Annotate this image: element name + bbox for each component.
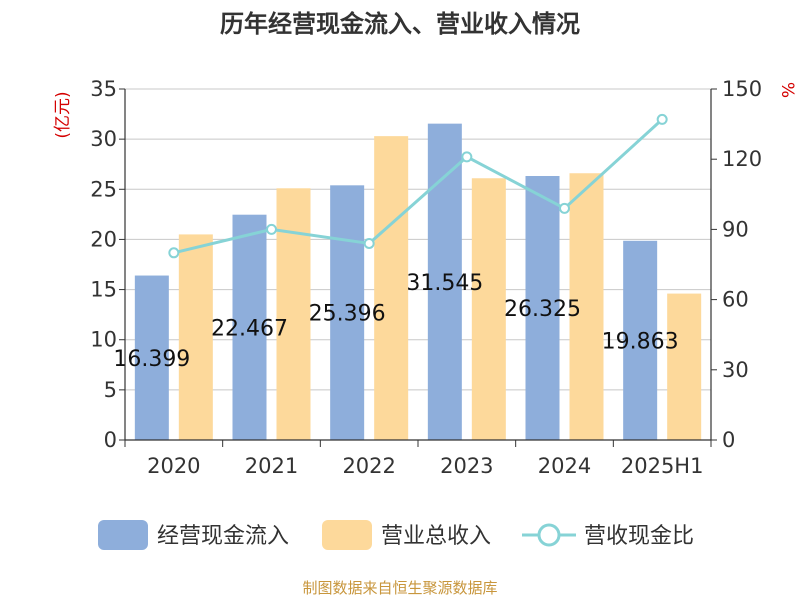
y-right-tick-label: 120 bbox=[722, 147, 762, 171]
data-label-cash-inflow: 22.467 bbox=[211, 316, 288, 341]
bar-revenue bbox=[569, 173, 604, 441]
bar-revenue bbox=[471, 178, 506, 441]
x-tick-label: 2023 bbox=[440, 454, 493, 478]
y-left-tick-label: 0 bbox=[104, 428, 117, 452]
gridlines bbox=[125, 88, 711, 391]
bar-cash-inflow bbox=[330, 185, 365, 440]
data-label-cash-inflow: 31.545 bbox=[406, 271, 483, 296]
ratio-line bbox=[168, 113, 668, 259]
data-label-cash-inflow: 19.863 bbox=[602, 329, 679, 354]
data-label-cash-inflow: 26.325 bbox=[504, 297, 581, 322]
bar-revenue bbox=[178, 234, 213, 440]
y-right-tick-label: 30 bbox=[722, 358, 749, 382]
chart-title: 历年经营现金流入、营业收入情况 bbox=[220, 10, 580, 38]
ratio-line-path bbox=[173, 118, 664, 255]
y-right-tick-label: 150 bbox=[722, 77, 762, 101]
x-tick-label: 2024 bbox=[538, 454, 591, 478]
bar-cash-inflow bbox=[525, 175, 560, 440]
data-labels: 16.399 22.467 25.396 31.545 26.325 19.863 bbox=[113, 271, 678, 372]
ratio-point bbox=[559, 202, 570, 214]
x-tick-label: 2022 bbox=[342, 454, 395, 478]
ratio-point bbox=[168, 247, 180, 259]
legend-swatch-cash-inflow bbox=[98, 520, 148, 550]
ratio-point bbox=[461, 151, 473, 163]
bar-revenue bbox=[276, 188, 311, 440]
legend-swatch-ratio-marker bbox=[537, 523, 561, 547]
bars bbox=[134, 123, 702, 441]
y-left-tick-label: 25 bbox=[90, 177, 117, 201]
ratio-point bbox=[656, 113, 668, 125]
legend-label-revenue: 营业总收入 bbox=[381, 524, 491, 549]
bar-revenue bbox=[374, 136, 409, 441]
y-left-tick-label: 30 bbox=[90, 127, 117, 151]
x-tick-label: 2025H1 bbox=[621, 454, 704, 478]
y-right-tick-label: 0 bbox=[722, 428, 735, 452]
axes: 0 5 10 15 20 25 30 35 0 30 60 90 120 150 2020 2021 2022 2… bbox=[90, 77, 762, 478]
y-left-unit: (亿元) bbox=[53, 91, 73, 138]
y-left-tick-label: 35 bbox=[90, 77, 117, 101]
y-right-tick-label: 90 bbox=[722, 217, 749, 241]
legend-label-ratio: 营收现金比 bbox=[584, 524, 694, 549]
bar-revenue bbox=[667, 293, 702, 440]
ratio-point bbox=[363, 237, 375, 249]
legend: 经营现金流入 营业总收入 营收现金比 bbox=[98, 520, 694, 550]
y-right-tick-label: 60 bbox=[722, 288, 749, 312]
x-tick-label: 2020 bbox=[147, 454, 200, 478]
bar-cash-inflow bbox=[232, 214, 267, 440]
legend-label-cash-inflow: 经营现金流入 bbox=[157, 524, 289, 549]
y-left-tick-label: 20 bbox=[90, 227, 117, 251]
ratio-point bbox=[266, 223, 277, 235]
x-tick-label: 2021 bbox=[245, 454, 298, 478]
legend-swatch-revenue bbox=[322, 520, 372, 550]
y-left-tick-label: 10 bbox=[90, 328, 117, 352]
bar-cash-inflow bbox=[134, 275, 169, 440]
y-left-tick-label: 15 bbox=[90, 278, 117, 302]
data-label-cash-inflow: 25.396 bbox=[309, 302, 386, 327]
bar-cash-inflow bbox=[623, 240, 658, 440]
data-label-cash-inflow: 16.399 bbox=[113, 347, 190, 372]
data-source: 制图数据来自恒生聚源数据库 bbox=[302, 579, 497, 597]
y-right-unit: % bbox=[777, 82, 797, 98]
y-left-tick-label: 5 bbox=[104, 378, 117, 402]
